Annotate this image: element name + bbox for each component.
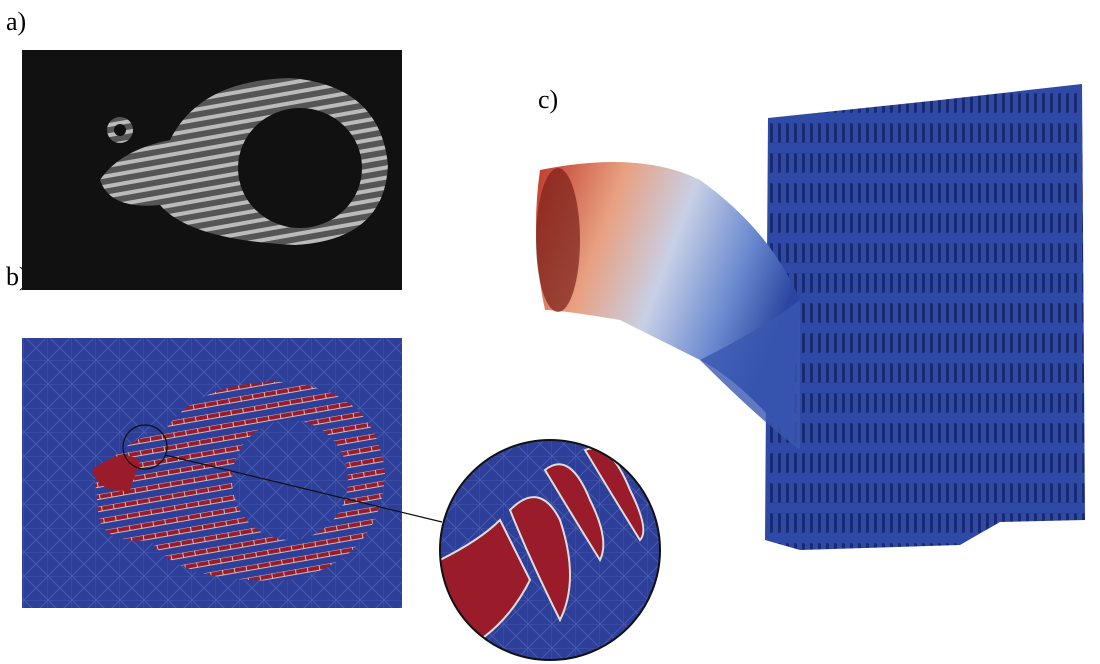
mesh-image xyxy=(22,338,442,608)
zoom-inset xyxy=(440,440,660,660)
panel-label: c) xyxy=(538,85,558,114)
ct-image xyxy=(22,50,402,290)
panel-label: a) xyxy=(6,7,26,36)
figure: a) b) c) xyxy=(0,0,1100,664)
